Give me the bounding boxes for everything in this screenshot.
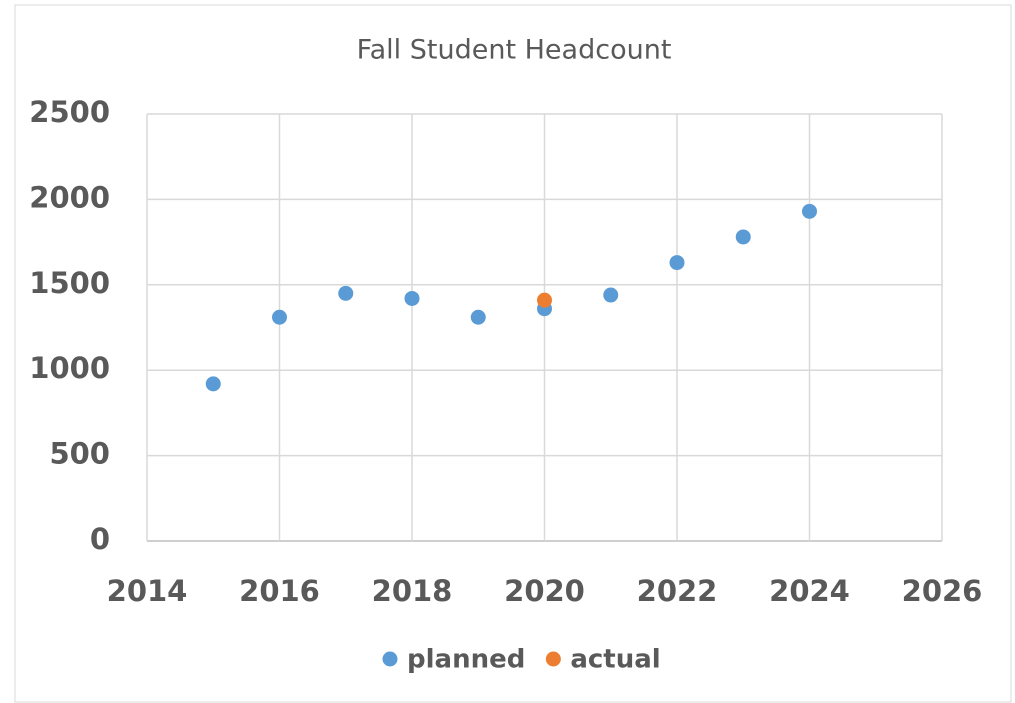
y-tick-label: 0: [90, 522, 110, 556]
point: [205, 376, 221, 392]
x-tick-label: 2016: [239, 574, 320, 608]
y-tick-label: 1500: [29, 266, 110, 300]
point: [669, 255, 685, 271]
point: [802, 203, 817, 219]
x-tick-label: 2018: [372, 574, 453, 608]
chart-frame: [14, 4, 1012, 703]
point: [537, 292, 552, 308]
point: [404, 290, 420, 306]
x-tick-label: 2026: [902, 574, 983, 608]
point: [735, 229, 751, 245]
y-tick-label: 2500: [29, 95, 110, 129]
legend-marker: [545, 651, 561, 667]
y-tick-label: 2000: [29, 180, 110, 214]
x-tick-label: 2020: [504, 574, 585, 608]
point: [603, 287, 619, 303]
point: [272, 309, 287, 325]
legend-label: planned: [407, 645, 525, 675]
point: [470, 309, 486, 325]
y-tick-label: 500: [49, 437, 110, 471]
x-tick-label: 2014: [107, 574, 188, 608]
legend-label: actual: [570, 645, 660, 675]
chart-title: Fall Student Headcount: [357, 35, 672, 66]
x-tick-label: 2024: [769, 574, 850, 608]
legend-marker: [382, 651, 398, 667]
x-tick-label: 2022: [637, 574, 718, 608]
point: [338, 285, 354, 301]
y-tick-label: 1000: [29, 351, 110, 385]
